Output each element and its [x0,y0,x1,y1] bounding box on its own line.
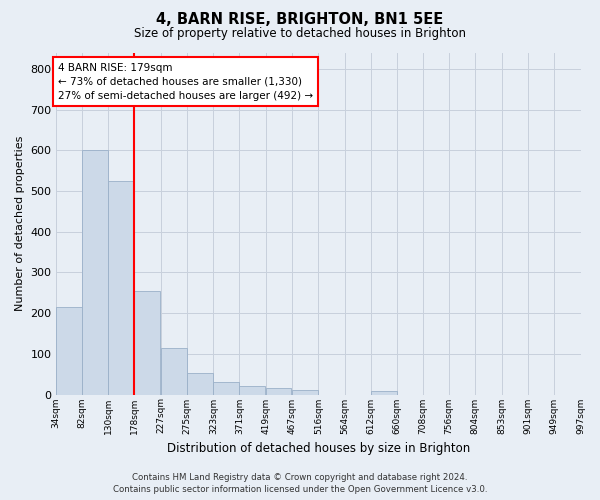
Text: Contains HM Land Registry data © Crown copyright and database right 2024.
Contai: Contains HM Land Registry data © Crown c… [113,472,487,494]
Text: 4, BARN RISE, BRIGHTON, BN1 5EE: 4, BARN RISE, BRIGHTON, BN1 5EE [157,12,443,28]
Y-axis label: Number of detached properties: Number of detached properties [15,136,25,311]
Bar [266,388,292,394]
Bar [82,150,108,394]
Bar [134,290,160,395]
Bar [56,307,82,394]
Text: Size of property relative to detached houses in Brighton: Size of property relative to detached ho… [134,28,466,40]
Bar [187,373,213,394]
Bar [161,348,187,395]
Bar [213,382,239,394]
Bar [292,390,317,394]
Bar [371,391,397,394]
X-axis label: Distribution of detached houses by size in Brighton: Distribution of detached houses by size … [167,442,470,455]
Text: 4 BARN RISE: 179sqm
← 73% of detached houses are smaller (1,330)
27% of semi-det: 4 BARN RISE: 179sqm ← 73% of detached ho… [58,62,313,100]
Bar [239,386,265,394]
Bar [108,181,134,394]
